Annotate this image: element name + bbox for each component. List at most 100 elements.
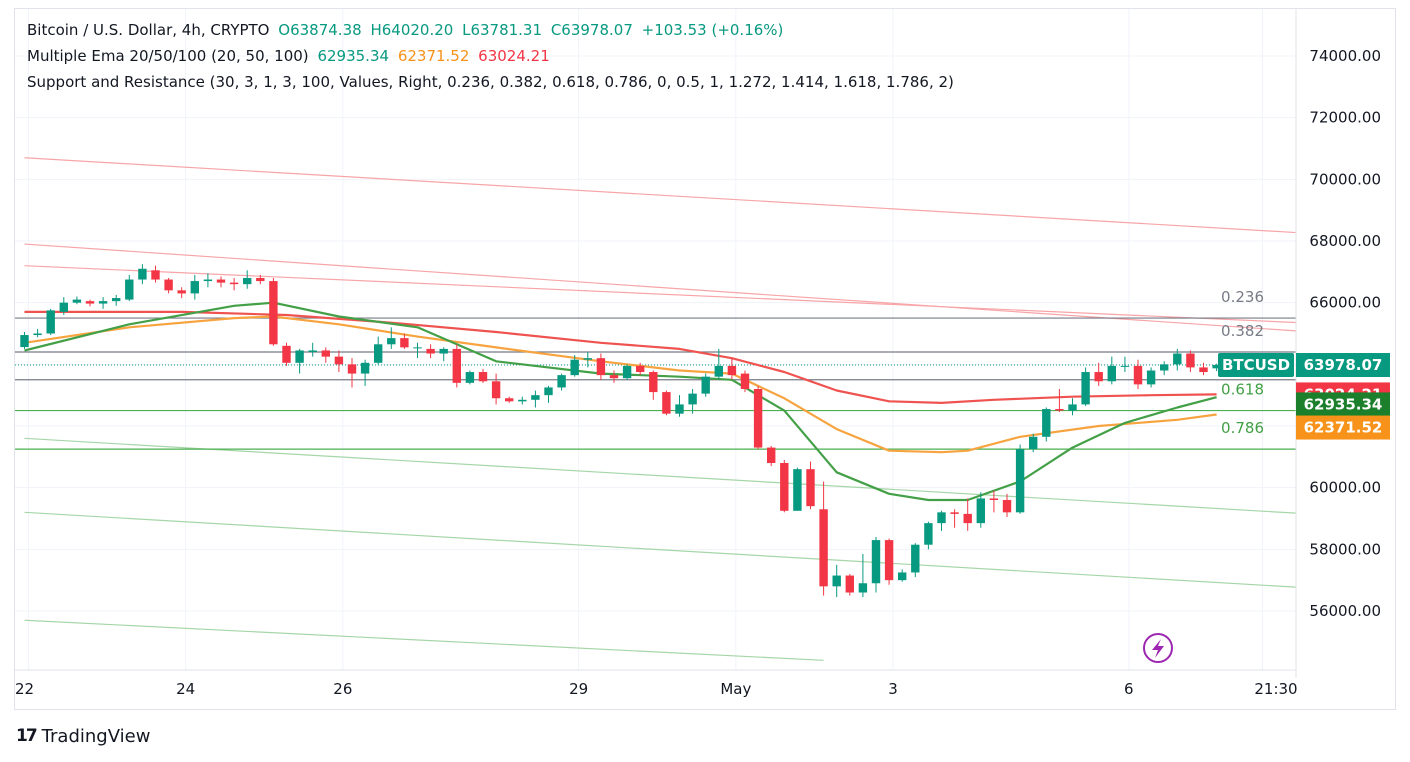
tradingview-logo[interactable]: 17 — [16, 726, 38, 746]
current-price-tag — [1296, 353, 1390, 378]
candle-body — [753, 389, 763, 448]
candle-body — [125, 279, 134, 300]
x-tick-label: 26 — [333, 680, 352, 698]
candle-body — [1120, 365, 1130, 367]
x-tick-label: 21:30 — [1254, 680, 1297, 698]
candle-body — [216, 279, 226, 283]
candle-body — [347, 364, 357, 374]
candle-body — [924, 523, 933, 545]
candle-body — [1081, 372, 1090, 405]
support-trend-line — [24, 437, 1296, 514]
candle-body — [937, 512, 946, 524]
candle-body — [662, 392, 671, 414]
sr-label: Support and Resistance (30, 3, 1, 3, 100… — [27, 73, 954, 91]
candle-body — [1160, 364, 1169, 371]
candle-body — [596, 358, 606, 376]
level-label: 0.618 — [1221, 381, 1264, 399]
candle-body — [229, 282, 239, 285]
candle-body — [1015, 449, 1025, 513]
candle-body — [884, 540, 894, 581]
candle-body — [544, 387, 553, 396]
ema-legend[interactable]: Multiple Ema 20/50/100 (20, 50, 100) 629… — [27, 47, 554, 65]
candle-body — [308, 350, 317, 352]
candle-body — [1133, 365, 1143, 385]
lightning-icon-bolt — [1152, 639, 1164, 658]
resistance-trend-line — [24, 157, 1296, 234]
candle-body — [531, 395, 540, 400]
footer: 17 TradingView — [16, 724, 150, 748]
ema-price-tag — [1296, 415, 1390, 440]
candle-body — [845, 575, 854, 593]
y-tick-label: 56000.00 — [1309, 602, 1381, 620]
candle-body — [164, 279, 173, 291]
candle-body — [871, 540, 881, 584]
level-label: 0.382 — [1221, 322, 1264, 340]
candle-body — [1055, 409, 1064, 411]
candle-body — [780, 463, 789, 511]
candle-body — [190, 281, 199, 294]
ema100-value: 63024.21 — [478, 47, 550, 65]
candle-body — [360, 362, 370, 374]
candle-body — [505, 398, 514, 402]
ema50-line — [24, 315, 1217, 454]
level-label: 0.236 — [1221, 288, 1264, 306]
ema-price-tag — [1296, 392, 1390, 417]
candle-body — [963, 513, 972, 524]
x-tick-label: May — [720, 680, 751, 698]
y-tick-label: 72000.00 — [1309, 109, 1381, 127]
candle-body — [727, 365, 737, 376]
lightning-icon[interactable] — [1143, 633, 1173, 663]
candle-body — [832, 575, 841, 587]
candle-body — [976, 498, 985, 524]
candle-body — [675, 404, 684, 414]
candle-body — [1068, 404, 1077, 411]
level-label: 0.786 — [1221, 419, 1264, 437]
candle-body — [622, 365, 632, 379]
candle-body — [1173, 353, 1182, 365]
candle-body — [400, 338, 409, 348]
candle-body — [518, 399, 527, 402]
candle-body — [898, 572, 907, 581]
candle-body — [911, 544, 920, 573]
candle-body — [203, 279, 213, 282]
candle-body — [138, 268, 147, 280]
sr-legend[interactable]: Support and Resistance (30, 3, 1, 3, 100… — [27, 73, 958, 91]
candle-body — [282, 345, 291, 363]
support-trend-line — [24, 619, 824, 661]
candle-body — [1107, 365, 1116, 382]
ema100-line — [24, 310, 1217, 404]
candle-body — [478, 372, 488, 382]
candle-body — [321, 350, 330, 357]
close-value: C63978.07 — [550, 21, 633, 39]
lightning-icon-ring — [1143, 633, 1173, 663]
chart-frame[interactable] — [14, 8, 1396, 710]
y-tick-label: 58000.00 — [1309, 540, 1381, 558]
candle-body — [1042, 409, 1051, 437]
candle-body — [72, 299, 82, 303]
candle-body — [112, 298, 121, 302]
x-tick-label: 6 — [1124, 680, 1134, 698]
ema-price-label: 62935.34 — [1304, 395, 1383, 413]
candle-body — [1146, 370, 1156, 385]
candle-body — [570, 359, 579, 376]
candle-body — [688, 393, 697, 405]
candle-body — [793, 469, 802, 511]
candle-body — [256, 278, 265, 282]
ema50-value: 62371.52 — [397, 47, 470, 65]
symbol-tag-label: BTCUSD — [1222, 356, 1290, 374]
candle-body — [714, 365, 723, 377]
tradingview-brand[interactable]: TradingView — [41, 725, 151, 747]
candle-body — [609, 375, 619, 379]
x-tick-label: 24 — [176, 680, 195, 698]
ema-label: Multiple Ema 20/50/100 (20, 50, 100) — [27, 47, 309, 65]
candle-body — [1029, 436, 1038, 450]
y-tick-label: 60000.00 — [1309, 479, 1381, 497]
ema-price-label: 62371.52 — [1304, 419, 1383, 437]
candle-body — [1002, 500, 1012, 513]
change-value: +103.53 (+0.16%) — [641, 21, 784, 39]
candle-body — [46, 310, 55, 334]
candle-body — [858, 583, 868, 593]
candle-body — [452, 348, 461, 383]
x-tick-label: 3 — [888, 680, 898, 698]
